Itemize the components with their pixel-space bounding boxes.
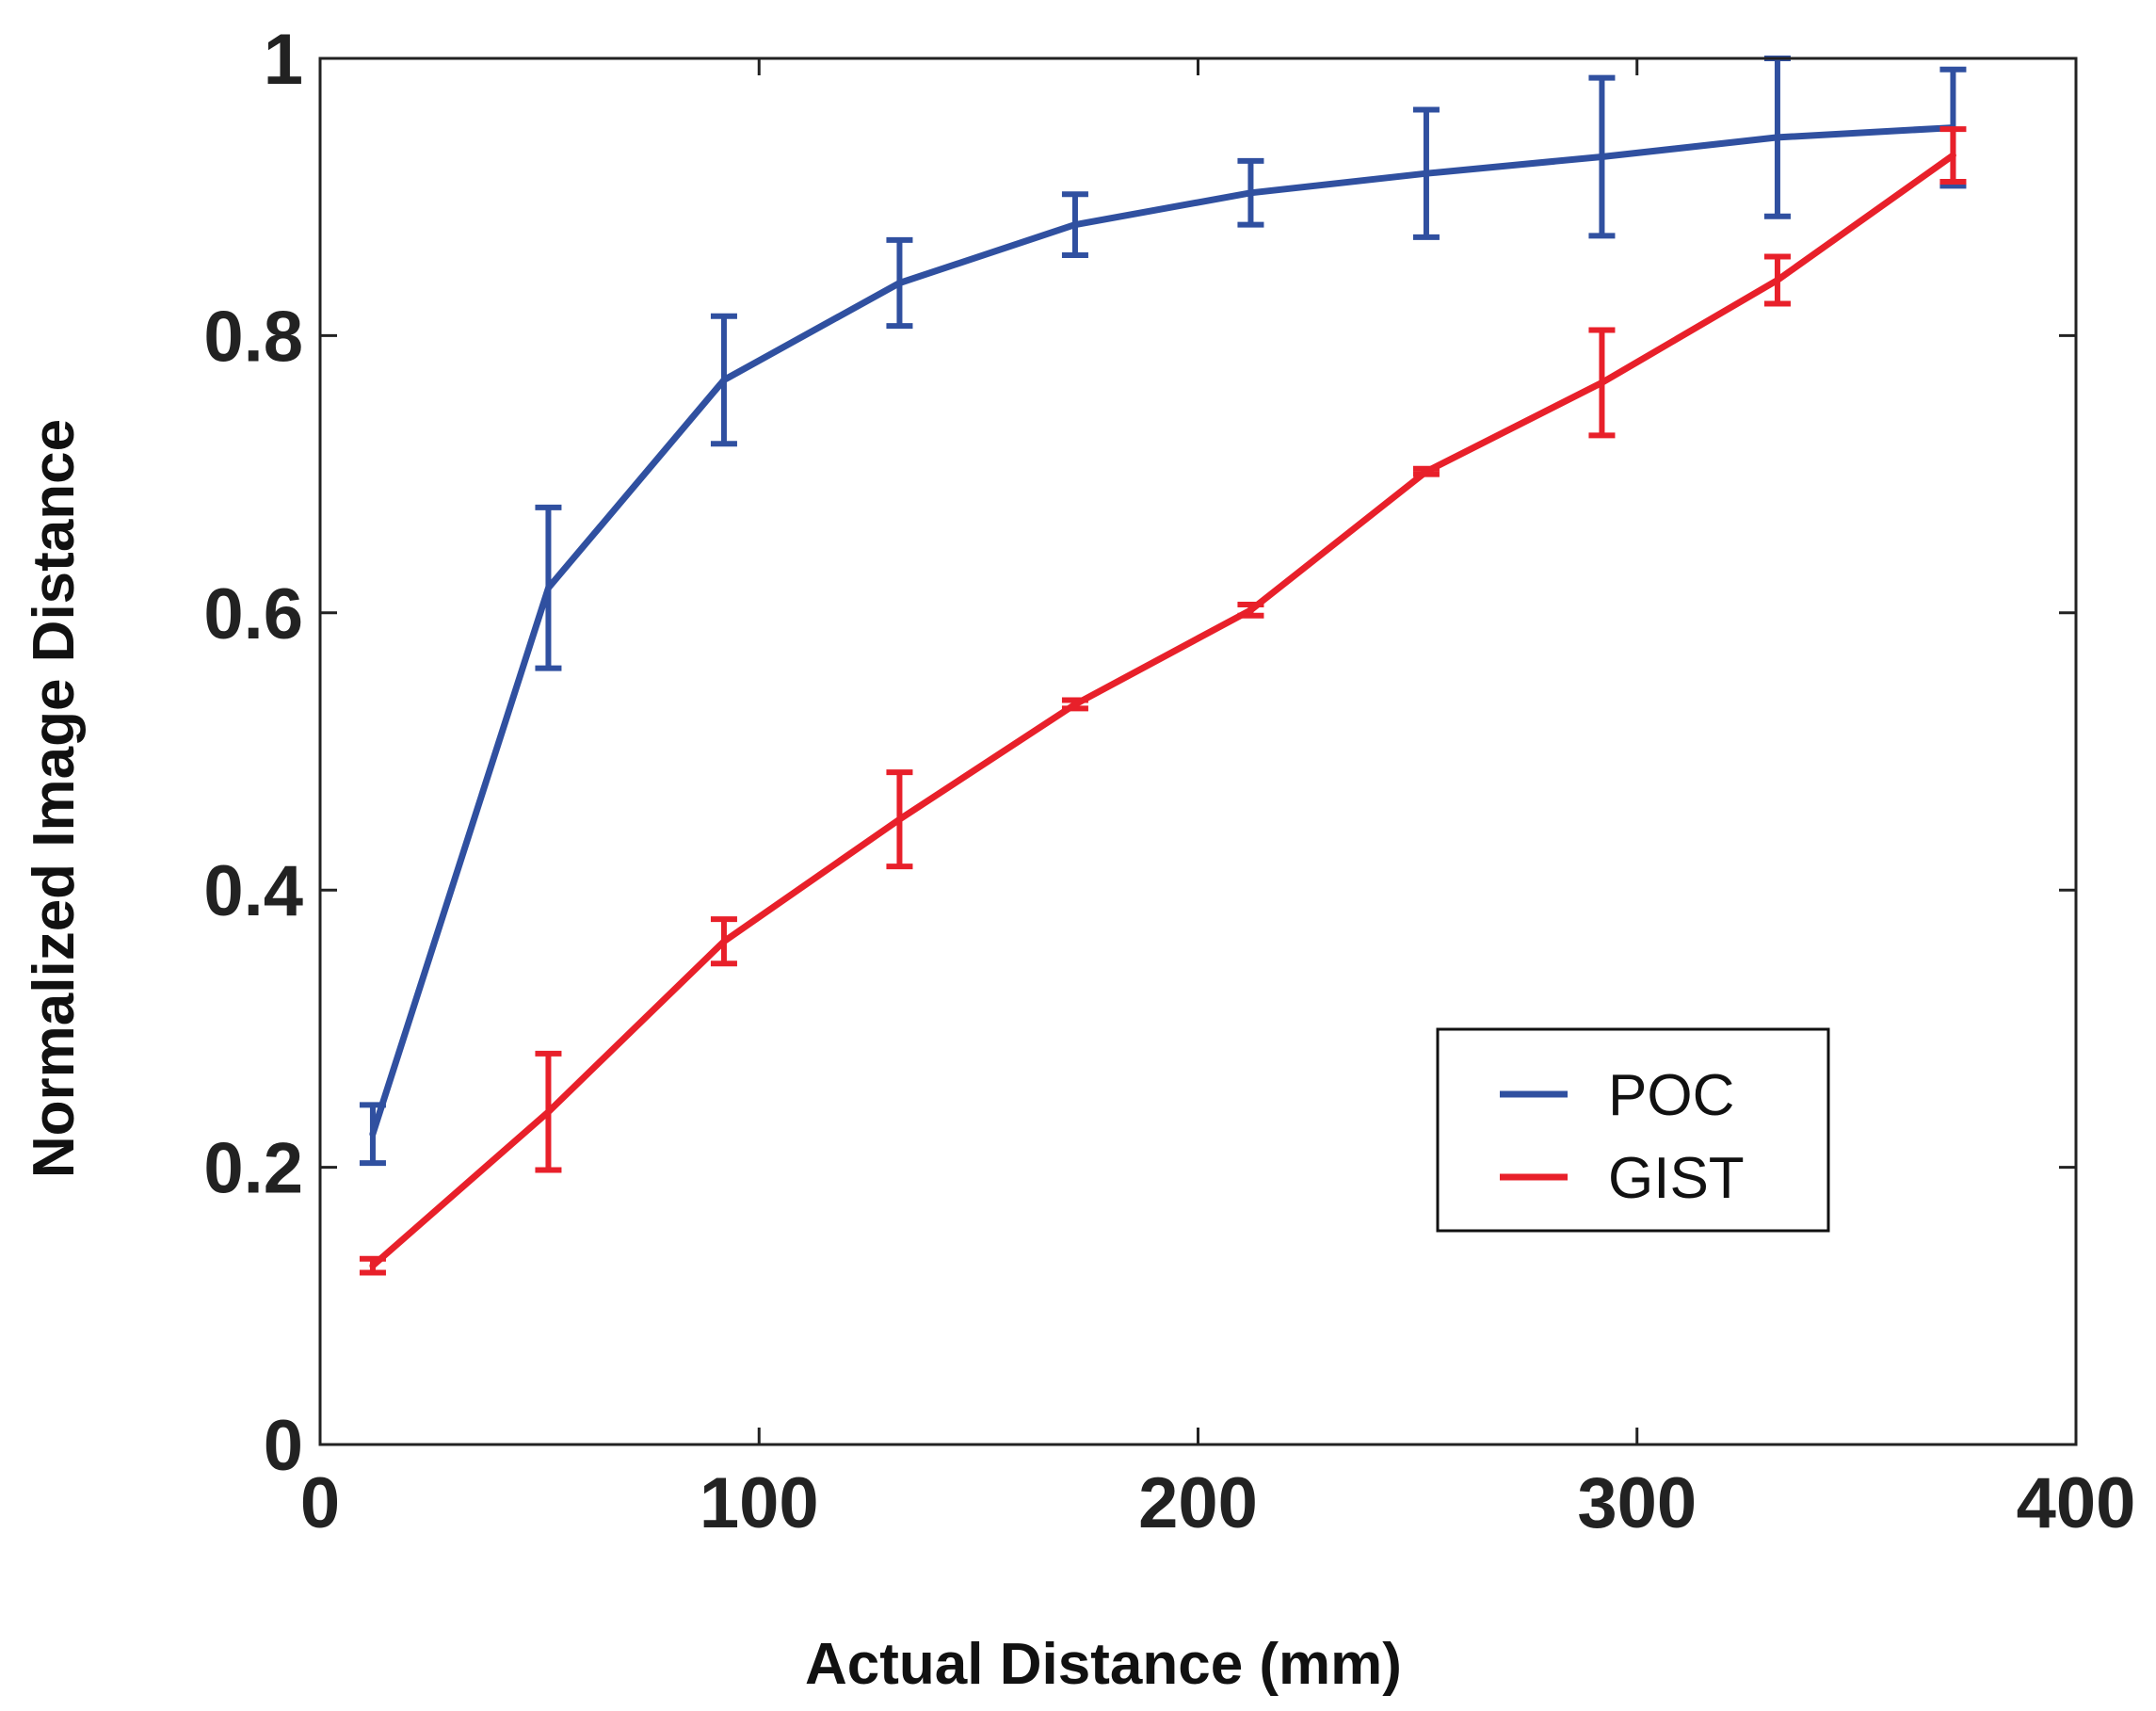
x-tick-label: 400 (2017, 1463, 2136, 1543)
x-tick-label: 200 (1138, 1463, 1258, 1543)
y-tick-label: 0.2 (203, 1129, 303, 1209)
series-layer (359, 56, 1967, 1276)
y-tick-label: 1 (264, 20, 303, 100)
x-tick-label: 100 (700, 1463, 819, 1543)
series-gist (359, 126, 1967, 1276)
y-tick-label: 0.8 (203, 297, 303, 377)
y-tick-label: 0 (264, 1406, 303, 1486)
legend-box (1436, 1027, 1830, 1233)
y-tick-label: 0.4 (203, 851, 303, 931)
x-tick-label: 300 (1577, 1463, 1697, 1543)
series-poc (359, 56, 1967, 1167)
series-line-gist (369, 152, 1956, 1269)
legend-label-gist: GIST (1608, 1146, 1745, 1211)
legend: POC GIST (1436, 1027, 1830, 1233)
legend-label-poc: POC (1608, 1063, 1734, 1128)
tick-labels: 0 100 200 300 400 0 0.2 0.4 0.6 0.8 1 (203, 20, 2135, 1543)
series-line-poc (369, 124, 1956, 1138)
plot-area (320, 58, 2076, 1445)
x-tick-label: 0 (300, 1463, 340, 1543)
y-tick-label: 0.6 (203, 574, 303, 654)
y-axis-title: Normalized Image Distance (22, 419, 87, 1178)
plot-frame (318, 56, 2078, 1446)
x-axis-title: Actual Distance (mm) (805, 1632, 1402, 1697)
